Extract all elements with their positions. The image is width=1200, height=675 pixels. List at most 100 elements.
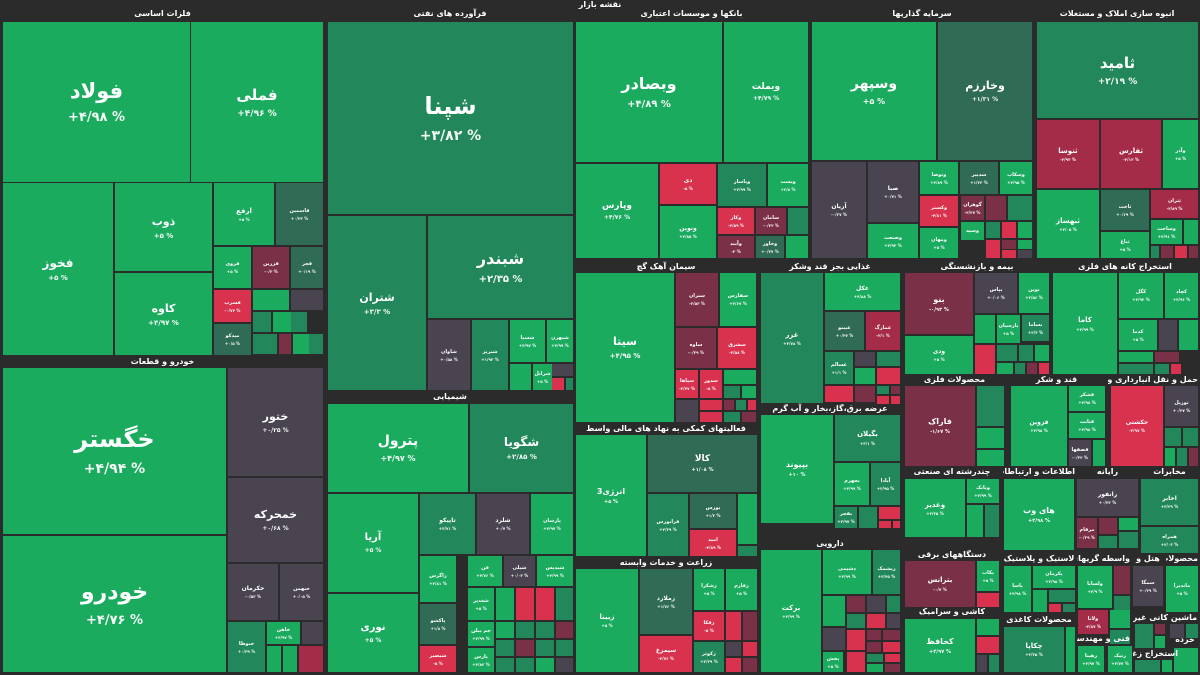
stock-tile-margham[interactable]: مرقام -۰/۳۹ % — [1077, 518, 1097, 548]
stock-tile-fazarin[interactable]: فزرین -۰/۳ % — [253, 247, 289, 288]
stock-tile-shelard[interactable]: شلرد +۰/۷ % — [477, 494, 529, 554]
stock-tile-kechad[interactable]: کچاد +۴/۹۶ % — [1165, 273, 1198, 318]
small-stock-tile[interactable] — [823, 628, 845, 650]
stock-tile-vakaster[interactable]: وکستر -۴/۸۱ % — [920, 196, 958, 226]
stock-tile-dashimi[interactable]: دشیمی +۴/۹۹ % — [823, 550, 871, 594]
small-stock-tile[interactable] — [279, 334, 291, 354]
small-stock-tile[interactable] — [1184, 220, 1198, 244]
small-stock-tile[interactable] — [516, 588, 534, 620]
small-stock-tile[interactable] — [291, 312, 307, 332]
small-stock-tile[interactable] — [877, 352, 900, 366]
small-stock-tile[interactable] — [1008, 196, 1032, 220]
small-stock-tile[interactable] — [967, 505, 983, 537]
stock-tile-vakhavar[interactable]: وخاور +۰/۴۷ % — [756, 236, 784, 258]
small-stock-tile[interactable] — [1174, 648, 1198, 672]
stock-tile-zeshekra[interactable]: زشکرا +۵ % — [694, 569, 724, 610]
stock-tile-ghashekar[interactable]: قشکر +۴/۹۸ % — [1069, 386, 1105, 411]
stock-tile-khamehrkeh[interactable]: خمحرکه +۰/۶۸ % — [228, 478, 323, 562]
stock-tile-shesepa[interactable]: شسپا +۴/۹۷ % — [510, 320, 545, 362]
sector-header[interactable]: رایانه — [1096, 467, 1119, 476]
stock-tile-fajr[interactable]: فجر +۰/۱۹ % — [291, 247, 323, 288]
small-stock-tile[interactable] — [516, 640, 534, 656]
stock-tile-farabourse[interactable]: فرابورس +۲/۳۹ % — [648, 494, 688, 556]
stock-tile-vekar[interactable]: وکار -۴/۵۹ % — [718, 208, 754, 234]
stock-tile-shetran[interactable]: شتران +۳/۳ % — [328, 216, 426, 390]
stock-tile-vaazar[interactable]: وآذر +۵ % — [1163, 120, 1198, 188]
small-stock-tile[interactable] — [893, 521, 900, 528]
small-stock-tile[interactable] — [977, 450, 1004, 466]
stock-tile-sabahsaz[interactable]: ثبهساز +۴/۰۵ % — [1037, 190, 1099, 258]
small-stock-tile[interactable] — [977, 428, 1004, 448]
stock-tile-fasorb[interactable]: فسرب -۰/۷۴ % — [214, 290, 251, 322]
small-stock-tile[interactable] — [823, 596, 845, 626]
stock-tile-shedis[interactable]: شیدیس +۴/۹۹ % — [537, 556, 573, 586]
small-stock-tile[interactable] — [1099, 536, 1117, 548]
stock-tile-goharan[interactable]: گوهران -۲/۴۷ % — [961, 196, 984, 220]
small-stock-tile[interactable] — [566, 378, 573, 390]
small-stock-tile[interactable] — [1093, 440, 1105, 466]
small-stock-tile[interactable] — [1161, 246, 1173, 258]
stock-tile-ghamarag[interactable]: غمارگ -۳/۱ % — [866, 312, 900, 350]
sector-header[interactable]: قند و شکر — [1035, 375, 1078, 384]
small-stock-tile[interactable] — [859, 507, 877, 528]
sector-header[interactable]: سرمایه گذاریها — [892, 9, 952, 18]
small-stock-tile[interactable] — [748, 400, 756, 410]
stock-tile-ghasabet[interactable]: قثابت +۴/۹۸ % — [1069, 413, 1105, 438]
stock-tile-vapasar[interactable]: وپاسار +۲/۹۹ % — [718, 164, 766, 206]
stock-tile-fan[interactable]: فن +۴/۷۶ % — [468, 556, 502, 586]
small-stock-tile[interactable] — [847, 630, 865, 650]
stock-tile-parsan[interactable]: پارسان +۴/۹۷ % — [531, 494, 573, 554]
stock-tile-valana[interactable]: ولانا -۴/۸۷ % — [1078, 610, 1108, 634]
stock-tile-safars[interactable]: ثفارس -۲/۱۲ % — [1101, 120, 1161, 188]
small-stock-tile[interactable] — [867, 642, 881, 652]
small-stock-tile[interactable] — [1015, 363, 1025, 374]
small-stock-tile[interactable] — [536, 658, 554, 672]
stock-tile-noori[interactable]: نوری +۵ % — [328, 594, 418, 672]
small-stock-tile[interactable] — [736, 400, 746, 410]
small-stock-tile[interactable] — [788, 208, 808, 234]
stock-tile-khodro[interactable]: خودرو +۴/۷۶ % — [3, 536, 226, 672]
sector-header[interactable]: انبوه سازی املاک و مستغلات — [1059, 9, 1175, 18]
stock-tile-vasanat[interactable]: وصنعت +۴/۹۳ % — [868, 224, 918, 258]
small-stock-tile[interactable] — [1189, 246, 1198, 258]
stock-tile-ghazar[interactable]: غزر +۳/۷۸ % — [761, 273, 823, 403]
stock-tile-vabemellat[interactable]: وبملت +۴/۷۹ % — [724, 22, 808, 162]
small-stock-tile[interactable] — [989, 655, 999, 672]
stock-tile-sepaha[interactable]: سپاها -۴/۷۷ % — [676, 370, 698, 398]
small-stock-tile[interactable] — [997, 363, 1013, 374]
small-stock-tile[interactable] — [887, 614, 900, 628]
stock-tile-sefars[interactable]: سفارس +۴/۶۷ % — [720, 273, 756, 326]
stock-tile-chekapa[interactable]: چکاپا +۲/۴۵ % — [1004, 627, 1064, 672]
small-stock-tile[interactable] — [883, 642, 900, 652]
small-stock-tile[interactable] — [556, 588, 573, 620]
stock-tile-shebandar[interactable]: شبندر +۲/۳۵ % — [428, 216, 573, 318]
small-stock-tile[interactable] — [1027, 363, 1037, 374]
stock-tile-pekerman[interactable]: پکرمان +۴/۹۸ % — [1033, 566, 1075, 588]
small-stock-tile[interactable] — [867, 654, 883, 662]
small-stock-tile[interactable] — [536, 640, 554, 656]
small-stock-tile[interactable] — [536, 588, 554, 620]
stock-tile-khebahman[interactable]: خبهمن +۰/۰۵ % — [280, 564, 323, 620]
stock-tile-vabest[interactable]: ویست +۴/۸ % — [768, 164, 808, 206]
small-stock-tile[interactable] — [977, 637, 999, 653]
stock-tile-vapars[interactable]: وپارس +۴/۷۶ % — [576, 164, 658, 258]
small-stock-tile[interactable] — [997, 345, 1017, 361]
small-stock-tile[interactable] — [867, 596, 885, 612]
stock-tile-sabagh[interactable]: ثباغ +۵ % — [1101, 232, 1149, 258]
sector-header[interactable]: غذایی بجز قند وشکر — [789, 262, 871, 271]
stock-tile-sedor[interactable]: سدور -۵ % — [700, 370, 722, 398]
stock-tile-farvi[interactable]: فروی +۵ % — [214, 247, 251, 288]
small-stock-tile[interactable] — [1155, 624, 1165, 634]
small-stock-tile[interactable] — [267, 646, 281, 672]
stock-tile-novin[interactable]: نوین +۴/۵۶ % — [1019, 273, 1049, 313]
small-stock-tile[interactable] — [977, 619, 999, 635]
stock-tile-vasapeh[interactable]: وسپه — [961, 222, 984, 240]
small-stock-tile[interactable] — [700, 400, 722, 410]
sector-header[interactable]: خودرو و قطعات — [130, 357, 195, 366]
small-stock-tile[interactable] — [556, 622, 573, 638]
stock-tile-bjahrom[interactable]: بجهرم +۴/۹۹ % — [835, 463, 869, 505]
sector-header[interactable]: فنی و مهندسی — [1077, 634, 1130, 643]
small-stock-tile[interactable] — [1119, 352, 1153, 362]
small-stock-tile[interactable] — [986, 196, 1006, 220]
small-stock-tile[interactable] — [724, 412, 740, 422]
